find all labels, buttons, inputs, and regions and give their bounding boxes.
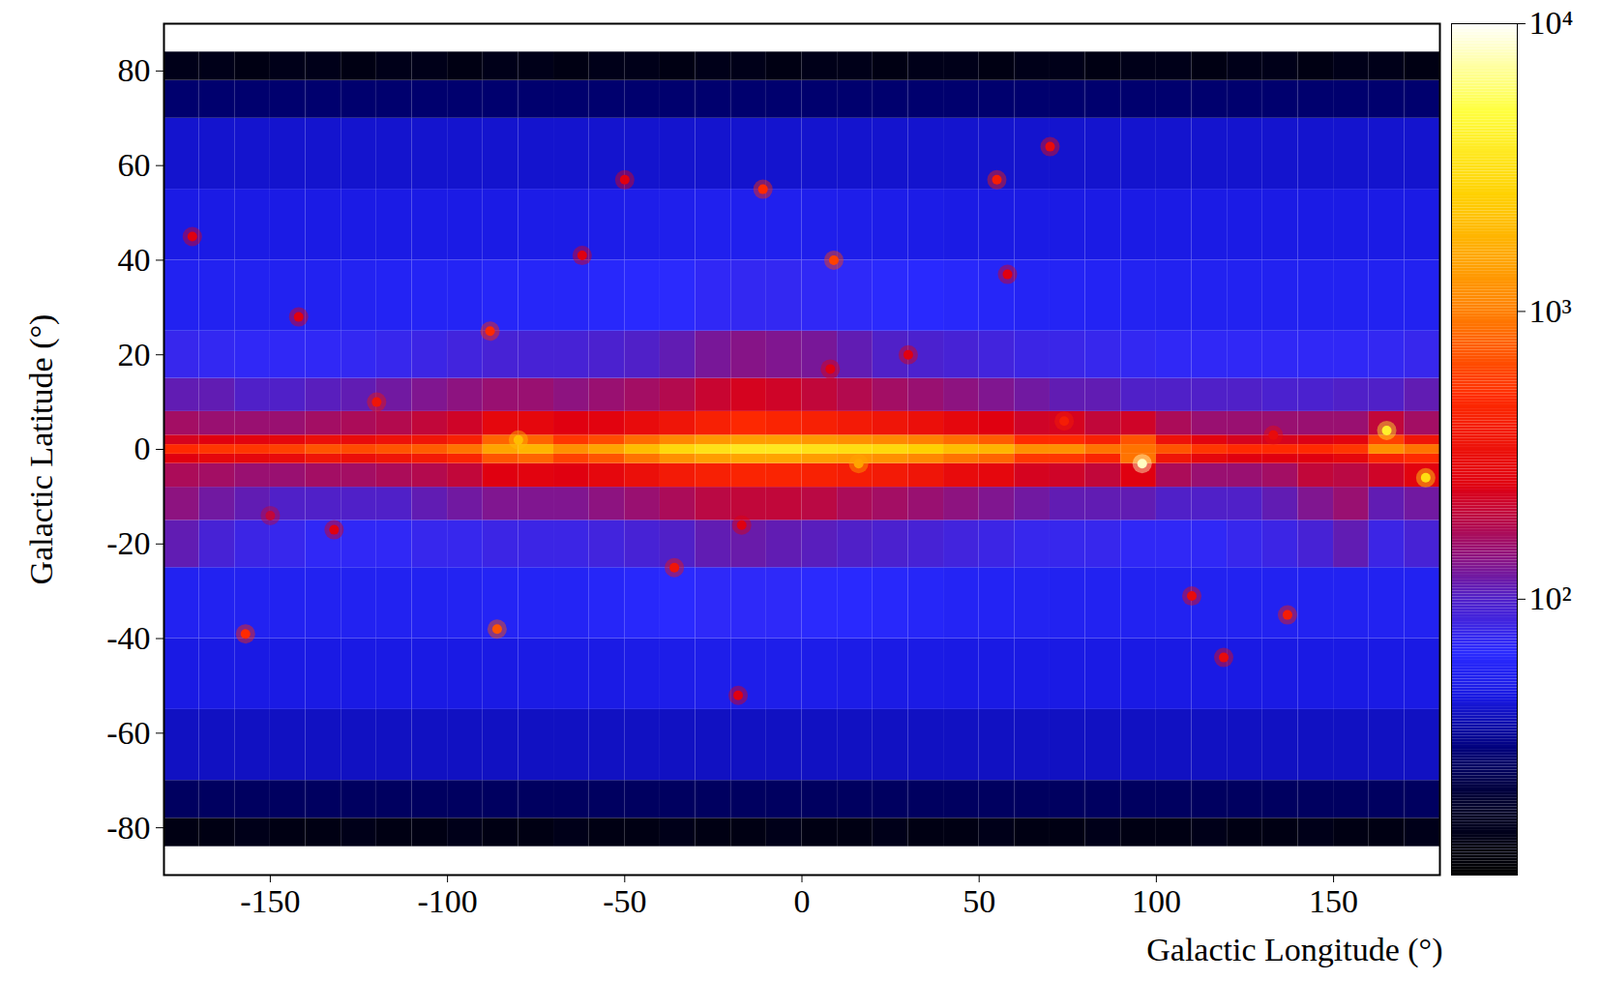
svg-text:10³: 10³ [1529,293,1572,329]
svg-text:Galactic Longitude (°): Galactic Longitude (°) [1146,931,1443,969]
svg-text:100: 100 [1131,883,1182,919]
svg-text:80: 80 [118,52,151,89]
svg-text:40: 40 [118,241,151,278]
svg-text:150: 150 [1308,883,1359,919]
svg-text:10²: 10² [1529,580,1572,617]
svg-text:-150: -150 [239,883,300,919]
svg-text:-60: -60 [106,714,150,751]
svg-text:-40: -40 [106,620,150,656]
svg-text:-80: -80 [106,808,150,845]
svg-text:-20: -20 [106,525,150,562]
svg-text:-100: -100 [416,883,477,919]
svg-text:0: 0 [794,883,811,919]
svg-text:10⁴: 10⁴ [1529,4,1574,41]
svg-text:60: 60 [118,147,151,183]
svg-text:0: 0 [134,430,151,467]
svg-text:50: 50 [962,883,996,919]
svg-text:-50: -50 [602,883,647,919]
svg-text:Galactic Latitude (°): Galactic Latitude (°) [23,314,60,586]
svg-text:20: 20 [118,336,151,373]
